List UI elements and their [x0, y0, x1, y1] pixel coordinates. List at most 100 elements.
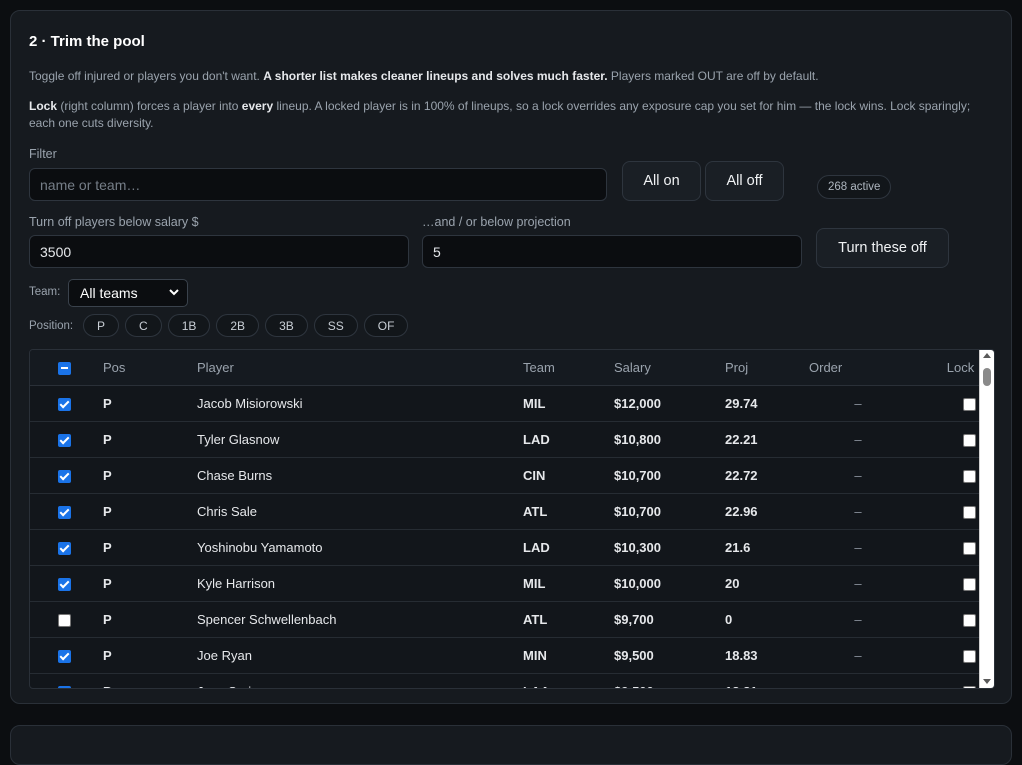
player-position: P: [102, 673, 196, 688]
player-enabled-checkbox[interactable]: [58, 506, 71, 520]
row-toggle-cell: [30, 421, 102, 458]
team-select[interactable]: All teams: [68, 279, 188, 307]
player-position: P: [102, 421, 196, 458]
scrollbar-thumb[interactable]: [983, 368, 991, 386]
lock-checkbox[interactable]: [963, 542, 976, 556]
lock-cell: [894, 601, 994, 638]
desc-emphasis: Lock: [29, 99, 58, 113]
player-salary: $10,300: [613, 529, 724, 566]
row-toggle-cell: [30, 529, 102, 566]
column-header-order[interactable]: Order: [809, 350, 894, 386]
row-toggle-cell: [30, 673, 102, 688]
desc-text: lineup. A locked player is in 100% of li…: [29, 99, 971, 130]
projection-threshold-input[interactable]: [422, 235, 802, 268]
lock-checkbox[interactable]: [963, 578, 976, 592]
player-team: LAD: [522, 421, 613, 458]
select-all-checkbox[interactable]: [58, 362, 71, 376]
team-select-value: All teams: [80, 285, 138, 301]
position-pill-c[interactable]: C: [125, 314, 162, 337]
lock-cell: [894, 457, 994, 494]
column-header-lock[interactable]: Lock: [894, 350, 994, 386]
lock-checkbox[interactable]: [963, 506, 976, 520]
column-header-salary[interactable]: Salary: [613, 350, 724, 386]
position-pill-2b[interactable]: 2B: [216, 314, 260, 337]
position-pill-of[interactable]: OF: [363, 314, 409, 337]
table-row: P Chase Burns CIN $10,700 22.72–: [30, 457, 994, 494]
player-enabled-checkbox[interactable]: [58, 650, 71, 664]
lock-checkbox[interactable]: [963, 470, 976, 484]
filter-label: Filter: [29, 147, 57, 161]
position-pill-ss[interactable]: SS: [313, 314, 358, 337]
player-name: Yoshinobu Yamamoto: [196, 529, 522, 566]
lock-cell: [894, 385, 994, 422]
salary-threshold-input[interactable]: [29, 235, 409, 268]
lock-checkbox[interactable]: [963, 614, 976, 628]
lock-cell: [894, 673, 994, 688]
desc-text: Players marked OUT are off by default.: [607, 69, 819, 83]
table-row: P Joe Ryan MIN $9,500 18.83–: [30, 637, 994, 674]
column-header-team[interactable]: Team: [522, 350, 613, 386]
turn-these-off-button[interactable]: Turn these off: [816, 228, 949, 268]
player-order: –: [809, 673, 894, 688]
player-salary: $10,700: [613, 493, 724, 530]
player-position: P: [102, 457, 196, 494]
player-order: –: [809, 457, 894, 494]
lock-cell: [894, 421, 994, 458]
player-enabled-checkbox[interactable]: [58, 542, 71, 556]
filter-input[interactable]: [29, 168, 607, 201]
player-name: Jacob Misiorowski: [196, 385, 522, 422]
column-header-player[interactable]: Player: [196, 350, 522, 386]
lock-checkbox[interactable]: [963, 434, 976, 448]
table-row: P Chris Sale ATL $10,700 22.96–: [30, 493, 994, 530]
player-projection: 22.96: [724, 493, 809, 530]
salary-threshold-label: Turn off players below salary $: [29, 215, 199, 229]
header-toggle-all[interactable]: [30, 350, 102, 386]
table-scrollbar[interactable]: [979, 350, 994, 688]
row-toggle-cell: [30, 457, 102, 494]
player-projection: 29.74: [724, 385, 809, 422]
lock-checkbox[interactable]: [963, 686, 976, 688]
scroll-down-arrow-icon[interactable]: [983, 679, 991, 684]
lock-checkbox[interactable]: [963, 650, 976, 664]
position-pill-1b[interactable]: 1B: [167, 314, 211, 337]
row-toggle-cell: [30, 637, 102, 674]
player-enabled-checkbox[interactable]: [58, 398, 71, 412]
projection-threshold-label: …and / or below projection: [422, 215, 571, 229]
player-name: Spencer Schwellenbach: [196, 601, 522, 638]
player-projection: 22.21: [724, 421, 809, 458]
column-header-proj[interactable]: Proj: [724, 350, 809, 386]
player-team: LAD: [522, 529, 613, 566]
row-toggle-cell: [30, 565, 102, 602]
table-row: P Yoshinobu Yamamoto LAD $10,300 21.6–: [30, 529, 994, 566]
player-position: P: [102, 565, 196, 602]
player-table: Pos Player Team Salary Proj Order Lock P…: [29, 349, 995, 689]
row-toggle-cell: [30, 601, 102, 638]
player-enabled-checkbox[interactable]: [58, 470, 71, 484]
lock-cell: [894, 493, 994, 530]
row-toggle-cell: [30, 493, 102, 530]
player-salary: $10,000: [613, 565, 724, 602]
position-pill-p[interactable]: P: [83, 314, 120, 337]
all-off-button[interactable]: All off: [705, 161, 784, 201]
player-name: Chris Sale: [196, 493, 522, 530]
row-toggle-cell: [30, 385, 102, 422]
lock-checkbox[interactable]: [963, 398, 976, 412]
position-filter-label: Position:: [29, 320, 74, 332]
player-position: P: [102, 529, 196, 566]
scroll-up-arrow-icon[interactable]: [983, 353, 991, 358]
player-name: Jose Soriano: [196, 673, 522, 688]
player-enabled-checkbox[interactable]: [58, 686, 71, 688]
column-header-pos[interactable]: Pos: [102, 350, 196, 386]
desc-text: (right column) forces a player into: [57, 99, 242, 113]
position-pill-3b[interactable]: 3B: [265, 314, 308, 337]
all-on-button[interactable]: All on: [622, 161, 701, 201]
player-projection: 21.6: [724, 529, 809, 566]
chevron-down-icon: [169, 289, 179, 296]
section-title: 2 · Trim the pool: [29, 33, 145, 50]
player-enabled-checkbox[interactable]: [58, 614, 71, 628]
player-enabled-checkbox[interactable]: [58, 578, 71, 592]
player-name: Tyler Glasnow: [196, 421, 522, 458]
player-team: ATL: [522, 493, 613, 530]
player-enabled-checkbox[interactable]: [58, 434, 71, 448]
player-projection: 20: [724, 565, 809, 602]
